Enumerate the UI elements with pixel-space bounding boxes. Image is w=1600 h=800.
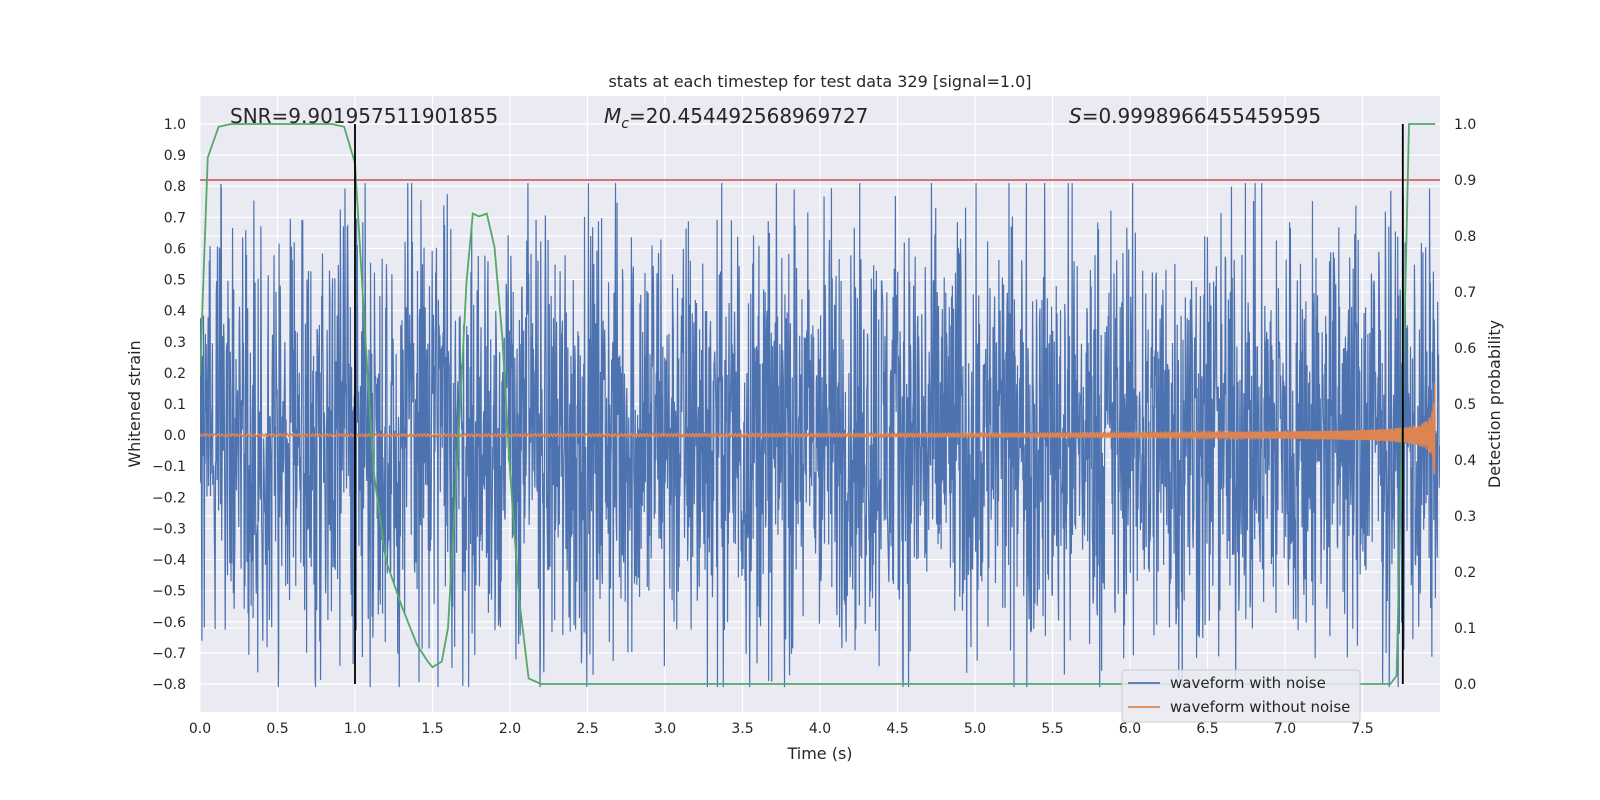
series-waveform-without-noise bbox=[200, 382, 1436, 475]
x-axis-label: Time (s) bbox=[786, 744, 852, 763]
legend-label-clean: waveform without noise bbox=[1170, 698, 1350, 716]
x-tick-label: 3.0 bbox=[654, 721, 676, 737]
y2-tick-label: 0.6 bbox=[1454, 341, 1476, 357]
score-annotation: S=0.9998966455459595 bbox=[1069, 104, 1321, 128]
y-axis-label: Whitened strain bbox=[125, 340, 144, 467]
x-tick-label: 5.5 bbox=[1041, 721, 1063, 737]
y-tick-label: 0.6 bbox=[164, 241, 186, 257]
x-tick-label: 1.5 bbox=[421, 721, 443, 737]
chirp-mass-subscript: c bbox=[621, 116, 629, 132]
x-tick-label: 6.5 bbox=[1196, 721, 1218, 737]
y-tick-label: 0.0 bbox=[164, 428, 186, 444]
x-tick-label: 0.0 bbox=[189, 721, 211, 737]
vertical-markers bbox=[354, 124, 1404, 684]
y2-tick-labels: 1.0 0.9 0.8 0.7 0.6 0.5 0.4 0.3 0.2 0.1 0.0 bbox=[1454, 117, 1476, 693]
x-tick-labels: 0.0 0.5 1.0 1.5 2.0 2.5 3.0 3.5 4.0 4.5 5.0 5.5 6.0 6… bbox=[189, 721, 1374, 737]
legend-label-noise: waveform with noise bbox=[1170, 674, 1326, 692]
y-tick-label: −0.5 bbox=[152, 584, 186, 600]
series-waveform-with-noise bbox=[200, 183, 1440, 688]
x-tick-label: 1.0 bbox=[344, 721, 366, 737]
y-tick-label: 0.1 bbox=[164, 397, 186, 413]
chirp-mass-value: =20.454492568969727 bbox=[629, 104, 868, 128]
y-tick-label: −0.1 bbox=[152, 459, 186, 475]
y-tick-label: −0.2 bbox=[152, 490, 186, 506]
y-tick-label: −0.3 bbox=[152, 521, 186, 537]
y2-tick-label: 0.8 bbox=[1454, 229, 1476, 245]
x-tick-label: 3.5 bbox=[731, 721, 753, 737]
snr-annotation: SNR=9.901957511901855 bbox=[230, 104, 498, 128]
x-tick-label: 4.5 bbox=[886, 721, 908, 737]
score-value: =0.9998966455459595 bbox=[1082, 104, 1321, 128]
y2-tick-label: 0.0 bbox=[1454, 677, 1476, 693]
chart-title: stats at each timestep for test data 329… bbox=[608, 72, 1031, 91]
x-tick-label: 0.5 bbox=[266, 721, 288, 737]
chirp-mass-annotation: Mc=20.454492568969727 bbox=[604, 104, 868, 132]
y2-tick-label: 0.4 bbox=[1454, 453, 1476, 469]
y-tick-label: 1.0 bbox=[164, 117, 186, 133]
y-tick-label: 0.4 bbox=[164, 304, 186, 320]
y2-tick-label: 0.5 bbox=[1454, 397, 1476, 413]
y2-tick-label: 0.2 bbox=[1454, 565, 1476, 581]
y-tick-label: 0.8 bbox=[164, 179, 186, 195]
y-tick-label: 0.9 bbox=[164, 148, 186, 164]
y-tick-label: −0.6 bbox=[152, 615, 186, 631]
score-symbol: S bbox=[1069, 104, 1082, 128]
x-tick-label: 7.0 bbox=[1274, 721, 1296, 737]
y2-axis-label: Detection probability bbox=[1485, 320, 1504, 488]
y-tick-label: 0.2 bbox=[164, 366, 186, 382]
legend: waveform with noise waveform without noi… bbox=[1121, 669, 1361, 723]
y2-tick-label: 0.1 bbox=[1454, 621, 1476, 637]
y-tick-label: 0.5 bbox=[164, 273, 186, 289]
x-tick-label: 4.0 bbox=[809, 721, 831, 737]
x-tick-label: 2.5 bbox=[576, 721, 598, 737]
y-tick-labels: 1.0 0.9 0.8 0.7 0.6 0.5 0.4 0.3 0.2 0.1 0.0 −0.1 −0.… bbox=[152, 117, 186, 693]
y2-tick-label: 0.9 bbox=[1454, 173, 1476, 189]
x-tick-label: 5.0 bbox=[964, 721, 986, 737]
chirp-mass-symbol: M bbox=[604, 104, 621, 128]
x-tick-label: 6.0 bbox=[1119, 721, 1141, 737]
x-tick-label: 7.5 bbox=[1351, 721, 1373, 737]
y-tick-label: −0.8 bbox=[152, 677, 186, 693]
y2-tick-label: 0.7 bbox=[1454, 285, 1476, 301]
y2-tick-label: 0.3 bbox=[1454, 509, 1476, 525]
y-tick-label: −0.7 bbox=[152, 646, 186, 662]
y-tick-label: 0.7 bbox=[164, 210, 186, 226]
y2-tick-label: 1.0 bbox=[1454, 117, 1476, 133]
x-tick-label: 2.0 bbox=[499, 721, 521, 737]
legend-box bbox=[1121, 669, 1361, 723]
y-tick-label: 0.3 bbox=[164, 335, 186, 351]
y-tick-label: −0.4 bbox=[152, 553, 186, 569]
